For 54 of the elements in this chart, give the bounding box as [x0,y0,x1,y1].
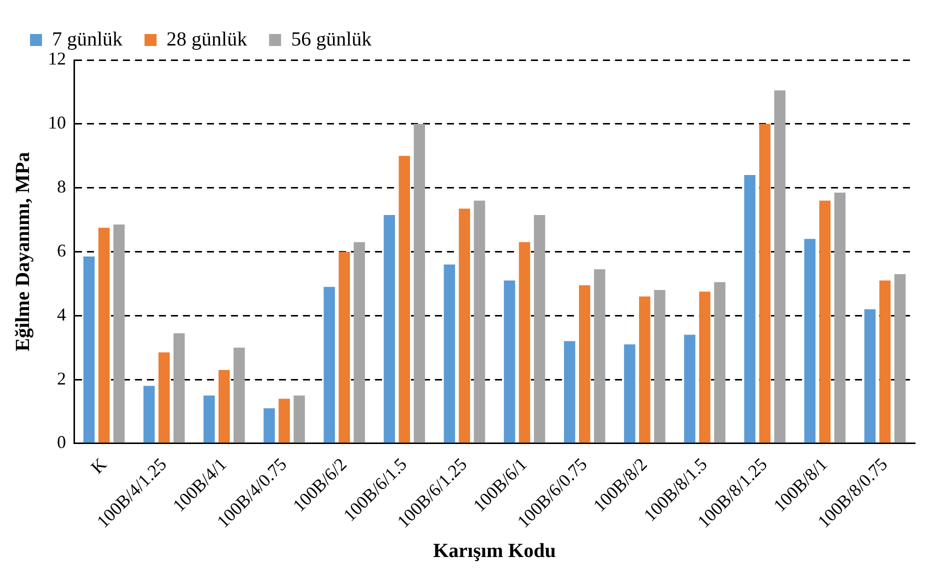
bar [444,264,456,443]
bar [639,296,650,443]
bar [894,274,906,443]
y-tick-label: 6 [57,240,66,260]
bar [578,285,590,443]
y-tick-label: 8 [57,176,66,197]
bar [98,228,110,443]
legend-label: 7 günlük [52,28,123,50]
bar [879,280,891,443]
bar [113,224,125,443]
y-tick-label: 2 [57,368,66,388]
bar [834,192,846,443]
bar [458,208,470,443]
bar [338,252,350,443]
bar [714,282,726,443]
bar [158,352,170,443]
legend-label: 56 günlük [291,28,372,50]
bar [864,309,876,443]
bar [278,398,290,443]
bar [414,124,426,443]
y-tick-label: 0 [57,432,66,452]
bar [594,269,606,443]
bar [204,396,215,443]
bar [759,124,770,443]
x-axis-title: Karışım Kodu [433,540,556,562]
bar [83,256,95,443]
bar [744,175,756,443]
bar [294,396,305,443]
bar [774,90,786,443]
bar [654,290,666,443]
bar [474,200,486,443]
bar [384,214,396,443]
bar [173,333,185,443]
bar [143,386,155,443]
y-axis-title: Eğilme Dayanımı, MPa [12,152,34,352]
bar [324,286,335,443]
bar [518,242,530,443]
bar [699,292,710,443]
bar [819,200,831,443]
y-tick-label: 10 [48,112,66,133]
bar [804,238,816,443]
bar [234,348,245,443]
bar [354,242,365,443]
bar [398,156,410,443]
bar [564,341,576,443]
bar [624,344,636,443]
bar [684,334,696,443]
bar [218,370,230,443]
legend-label: 28 günlük [166,28,248,50]
bar [264,408,275,443]
bar [504,280,516,443]
y-tick-label: 4 [57,304,66,324]
y-tick-label: 12 [48,48,66,69]
bar [534,214,546,443]
